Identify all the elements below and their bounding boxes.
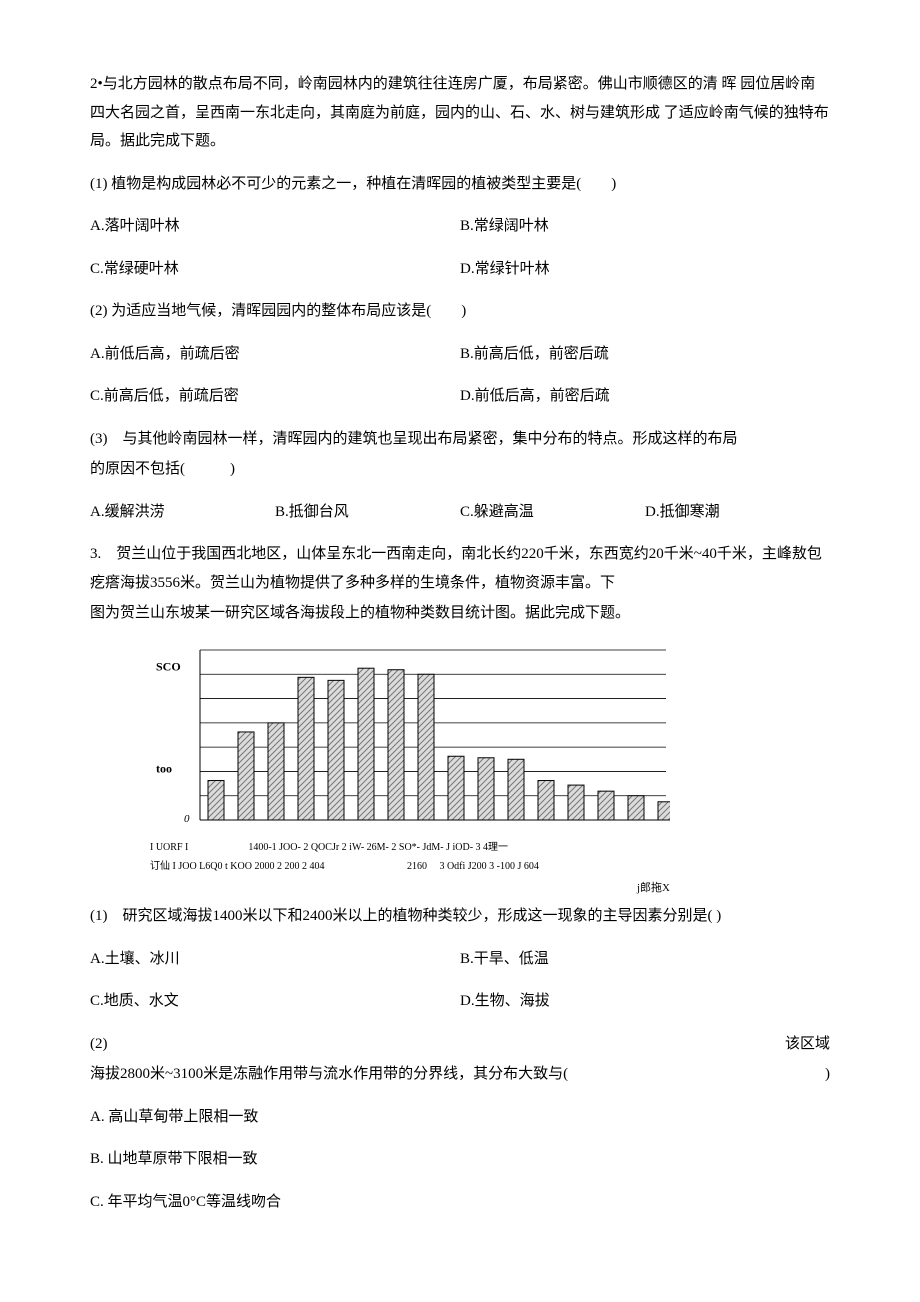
q2-p1-row2: C.常绿硬叶林 D.常绿针叶林 <box>90 255 830 284</box>
q2-p2-optB: B.前高后低，前密后疏 <box>460 340 830 369</box>
q3-p2-row2: 海拔2800米~3100米是冻融作用带与流水作用带的分界线，其分布大致与( ) <box>90 1060 830 1089</box>
q3-p2-optA: A. 高山草甸带上限相一致 <box>90 1103 830 1132</box>
q2-p3-line2: 的原因不包括( ) <box>90 455 830 484</box>
q3-p2-left2: 海拔2800米~3100米是冻融作用带与流水作用带的分界线，其分布大致与( <box>90 1060 568 1089</box>
q3-p1-optB: B.干旱、低温 <box>460 945 830 974</box>
q3-p1-row2: C.地质、水文 D.生物、海拔 <box>90 987 830 1016</box>
q2-p1-optC: C.常绿硬叶林 <box>90 255 460 284</box>
q3-p2-right1: 该区域 <box>785 1030 830 1059</box>
q2-intro: 2•与北方园林的散点布局不同，岭南园林内的建筑往往连房广厦，布局紧密。佛山市顺德… <box>90 70 830 156</box>
q2-p2-stem: (2) 为适应当地气候，清晖园园内的整体布局应该是( ) <box>90 297 830 326</box>
q3-chart: SCO too 0 <box>150 642 830 832</box>
svg-text:SCO: SCO <box>156 659 181 673</box>
q2-p3-line1: (3) 与其他岭南园林一样，清晖园内的建筑也呈现出布局紧密，集中分布的特点。形成… <box>90 425 830 454</box>
bar-chart-svg: SCO too 0 <box>150 642 670 832</box>
chart-xlabels-2: 订仙 I JOO L6Q0 t KOO 2000 2 200 2 404 216… <box>150 857 830 876</box>
svg-text:too: too <box>156 761 172 775</box>
q2-p3-optA: A.缓解洪涝 <box>90 498 275 527</box>
q3-p2-right2: ) <box>825 1060 830 1089</box>
q2-p1-optA: A.落叶阔叶林 <box>90 212 460 241</box>
q2-p3-optC: C.躲避高温 <box>460 498 645 527</box>
q3-p1-optC: C.地质、水文 <box>90 987 460 1016</box>
q2-p1-optB: B.常绿阔叶林 <box>460 212 830 241</box>
q3-p1-stem: (1) 研究区域海拔1400米以下和2400米以上的植物种类较少，形成这一现象的… <box>90 902 830 931</box>
q3-p1-optA: A.土壤、冰川 <box>90 945 460 974</box>
q3-p2-left1: (2) <box>90 1030 108 1059</box>
q3-p1-row1: A.土壤、冰川 B.干旱、低温 <box>90 945 830 974</box>
q3-p2-optC: C. 年平均气温0°C等温线吻合 <box>90 1188 830 1217</box>
chart-right-label: j郎拖X <box>90 878 670 899</box>
svg-text:0: 0 <box>184 813 190 825</box>
q2-p2-optC: C.前高后低，前疏后密 <box>90 382 460 411</box>
q3-intro2: 图为贺兰山东坡某一研究区域各海拔段上的植物种类数目统计图。据此完成下题。 <box>90 599 830 628</box>
q2-p3-optB: B.抵御台风 <box>275 498 460 527</box>
q2-p3-optD: D.抵御寒潮 <box>645 498 830 527</box>
chart-xlabels-1: I UORF I 1400-1 JOO- 2 QOCJr 2 iW- 26M- … <box>150 838 830 857</box>
q2-p2-optA: A.前低后高，前疏后密 <box>90 340 460 369</box>
q3-p1-optD: D.生物、海拔 <box>460 987 830 1016</box>
q2-p2-optD: D.前低后高，前密后疏 <box>460 382 830 411</box>
q2-p3-opts: A.缓解洪涝 B.抵御台风 C.躲避高温 D.抵御寒潮 <box>90 498 830 527</box>
q2-p2-row2: C.前高后低，前疏后密 D.前低后高，前密后疏 <box>90 382 830 411</box>
q3-p2-optB: B. 山地草原带下限相一致 <box>90 1145 830 1174</box>
q2-p2-row1: A.前低后高，前疏后密 B.前高后低，前密后疏 <box>90 340 830 369</box>
q3-intro: 3. 贺兰山位于我国西北地区，山体呈东北一西南走向，南北长约220千米，东西宽约… <box>90 540 830 597</box>
q2-p1-stem: (1) 植物是构成园林必不可少的元素之一，种植在清晖园的植被类型主要是( ) <box>90 170 830 199</box>
q3-p2-row1: (2) 该区域 <box>90 1030 830 1059</box>
q2-p1-row1: A.落叶阔叶林 B.常绿阔叶林 <box>90 212 830 241</box>
q2-p1-optD: D.常绿针叶林 <box>460 255 830 284</box>
